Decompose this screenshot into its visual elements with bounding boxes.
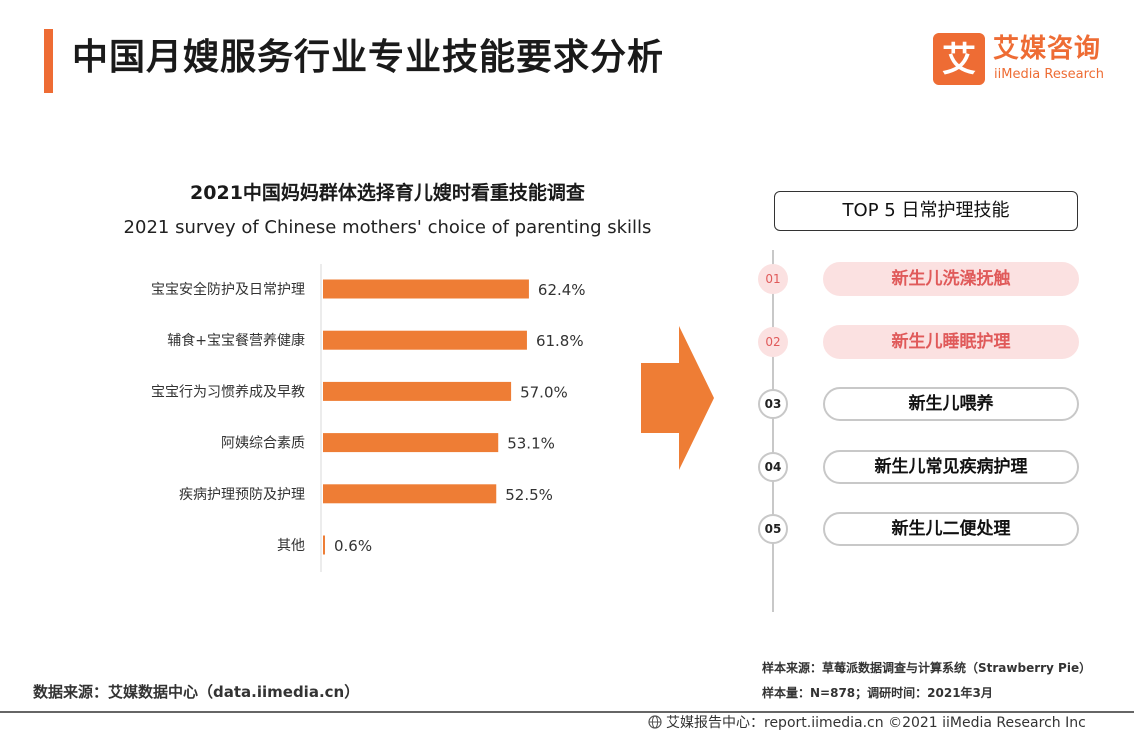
category-label: 疾病护理预防及护理 [179,487,305,503]
category-label: 阿姨综合素质 [221,436,305,452]
category-label: 辅食+宝宝餐营养健康 [167,332,305,349]
category-label: 其他 [277,538,305,554]
step-number: 05 [758,514,788,544]
skill-item: 新生儿常见疾病护理 [823,449,1079,484]
bar [323,535,325,555]
sample-size: 样本量：N=878；调研时间：2021年3月 [762,686,993,700]
skill-item: 新生儿洗澡抚触 [823,262,1079,296]
brand-logo: 艾 艾媒咨询 iiMedia Research [933,33,1123,85]
value-label: 62.4% [538,281,586,299]
skill-item: 新生儿睡眠护理 [823,324,1079,359]
value-label: 52.5% [505,486,553,504]
data-source: 数据来源：艾媒数据中心（data.iimedia.cn） [33,683,360,701]
sample-source: 样本来源：草莓派数据调查与计算系统（Strawberry Pie） [762,661,1092,675]
arrow-icon [641,326,714,470]
logo-mark-glyph: 艾 [942,40,976,80]
top5-header: TOP 5 日常护理技能 [774,191,1078,231]
value-label: 0.6% [334,537,372,555]
category-label: 宝宝行为习惯养成及早教 [151,383,305,400]
bar [323,330,527,350]
globe-icon [648,715,662,729]
footer-divider [0,711,1134,713]
step-number: 04 [758,451,788,482]
skill-item: 新生儿喂养 [823,387,1079,421]
timeline-line [772,250,774,612]
bar [323,381,512,401]
value-label: 61.8% [536,332,584,350]
bar [323,279,529,299]
step-number: 02 [758,326,788,357]
title-accent-bar [44,29,53,93]
logo-mark-icon: 艾 [933,33,985,85]
bar [323,433,499,453]
footer: 艾媒报告中心：report.iimedia.cn ©2021 iiMedia R… [648,713,1086,733]
page-title: 中国月嫂服务行业专业技能要求分析 [72,37,665,78]
value-label: 57.0% [520,383,568,401]
logo-en-text: iiMedia Research [994,67,1105,82]
value-label: 53.1% [507,435,555,453]
chart-subtitle: 2021 survey of Chinese mothers' choice o… [123,217,652,238]
step-number: 03 [758,389,788,419]
step-number: 01 [758,264,788,294]
footer-text: 艾媒报告中心：report.iimedia.cn ©2021 iiMedia R… [666,715,1086,731]
skill-item: 新生儿二便处理 [823,512,1079,546]
chart-title: 2021中国妈妈群体选择育儿嫂时看重技能调查 [190,182,585,204]
category-label: 宝宝安全防护及日常护理 [151,281,305,298]
logo-cn-text: 艾媒咨询 [993,34,1102,64]
bar [323,484,497,504]
